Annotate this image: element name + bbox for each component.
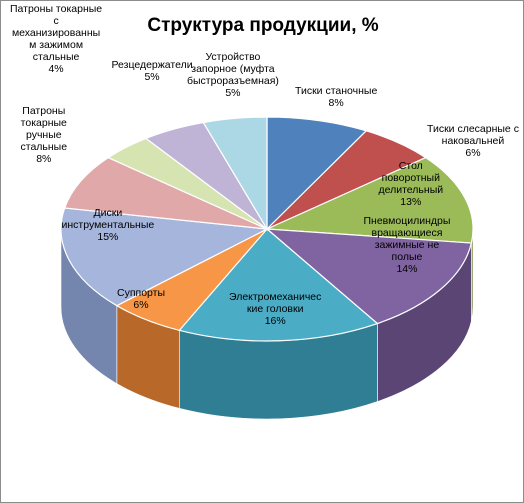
pie-slice-7 (63, 156, 268, 230)
slice-label-line: Суппорты (117, 287, 166, 299)
pie-slice-6 (60, 207, 270, 307)
slice-label-line: Тиски станочные (295, 85, 378, 97)
slice-label-line: поворотный (381, 172, 440, 184)
slice-label-line: Резцедержатели (111, 59, 193, 71)
slice-label-line: механизированны (11, 27, 101, 39)
slice-label-line: наковальней (441, 135, 505, 147)
slice-label-line: с (53, 15, 59, 27)
slice-label-3: Пневмоцилиндры вращающиеся зажимные не полы… (364, 215, 451, 275)
slice-label-line: Диски (93, 207, 123, 219)
slice-label-line: 4% (48, 63, 64, 75)
pie-slice-10 (202, 116, 268, 232)
slice-label-line: кие головки (246, 303, 304, 315)
slice-label-line: 15% (97, 231, 119, 243)
slice-label-line: Электромеханичес (229, 291, 322, 303)
slice-label-line: быстроразъемная) (187, 75, 279, 87)
slice-label-line: Устройство (205, 51, 261, 63)
pie-slice-2 (266, 156, 474, 244)
slice-label-line: 14% (396, 263, 418, 275)
slice-label-line: 8% (328, 97, 344, 109)
slice-label-line: делительный (378, 184, 444, 196)
slice-label-line: 6% (133, 299, 149, 311)
pie-slice-0 (266, 116, 368, 231)
slice-label-1: Тиски слесарные с наковальней 6% (427, 123, 519, 159)
slice-label-line: 5% (225, 87, 241, 99)
slice-label-2: Стол поворотный делительный 13% (379, 160, 444, 208)
slice-label-line: 16% (264, 315, 286, 327)
slice-label-line: Пневмоцилиндры (363, 215, 451, 227)
slice-label-5: Суппорты 6% (117, 287, 165, 311)
slice-label-6: Диски инструментальные 15% (62, 207, 155, 243)
slice-label-line: 8% (36, 153, 52, 165)
slice-label-line: вращающиеся (371, 227, 443, 239)
slice-label-line: полые (391, 251, 423, 263)
slice-label-8: Патроны токарные с механизированны м зажимо… (10, 3, 102, 75)
slice-label-line: 5% (144, 71, 160, 83)
slice-label-line: Патроны (22, 105, 66, 117)
pie-slice-4 (178, 228, 379, 342)
slice-label-line: зажимные не (374, 239, 440, 251)
slice-label-9: Резцедержатели 5% (112, 59, 193, 83)
slice-label-line: токарные (20, 117, 67, 129)
slice-label-line: стальные (32, 51, 80, 63)
slice-label-line: ручные (25, 129, 62, 141)
slice-label-7: Патроны токарные ручные стальные 8% (21, 105, 68, 165)
slice-label-line: инструментальные (61, 219, 155, 231)
slice-label-4: Электромеханичес кие головки 16% (229, 291, 321, 327)
slice-label-line: 13% (400, 196, 422, 208)
slice-label-line: Патроны токарные (10, 3, 103, 15)
slice-label-line: запорное (муфта (191, 63, 275, 75)
slice-label-line: м зажимом (29, 39, 84, 51)
chart-title: Структура продукции, % (147, 15, 379, 36)
slice-label-line: стальные (20, 141, 68, 153)
slice-label-line: Стол (398, 160, 423, 172)
pie-slice-3 (265, 228, 473, 325)
slice-label-0: Тиски станочные 8% (295, 85, 377, 109)
slice-label-line: Тиски слесарные с (427, 123, 519, 135)
slice-label-line: 6% (465, 147, 481, 159)
slice-label-10: Устройство запорное (муфта быстроразъемная… (187, 51, 279, 99)
